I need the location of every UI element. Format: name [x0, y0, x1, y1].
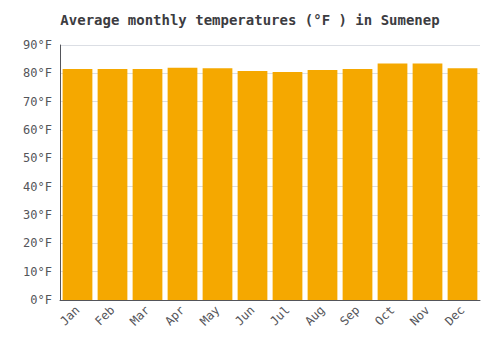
- svg-text:0°F: 0°F: [30, 293, 52, 307]
- svg-text:Jan: Jan: [57, 303, 82, 328]
- svg-text:Apr: Apr: [162, 303, 187, 328]
- svg-text:10°F: 10°F: [23, 265, 52, 279]
- svg-text:50°F: 50°F: [23, 151, 52, 165]
- svg-text:Jun: Jun: [232, 303, 257, 328]
- svg-text:80°F: 80°F: [23, 66, 52, 80]
- svg-text:Jul: Jul: [267, 303, 292, 328]
- svg-text:Sep: Sep: [337, 303, 362, 328]
- svg-text:40°F: 40°F: [23, 180, 52, 194]
- svg-text:30°F: 30°F: [23, 208, 52, 222]
- svg-text:Average monthly temperatures (: Average monthly temperatures (°F ) in Su…: [60, 12, 439, 28]
- svg-text:Nov: Nov: [407, 303, 432, 328]
- svg-text:Feb: Feb: [92, 303, 117, 328]
- svg-text:20°F: 20°F: [23, 236, 52, 250]
- svg-text:60°F: 60°F: [23, 123, 52, 137]
- svg-text:Aug: Aug: [302, 303, 327, 328]
- svg-text:Dec: Dec: [442, 303, 467, 328]
- svg-text:Mar: Mar: [127, 303, 152, 328]
- svg-text:May: May: [197, 303, 222, 328]
- svg-text:70°F: 70°F: [23, 95, 52, 109]
- svg-text:Oct: Oct: [372, 303, 397, 328]
- svg-text:90°F: 90°F: [23, 38, 52, 52]
